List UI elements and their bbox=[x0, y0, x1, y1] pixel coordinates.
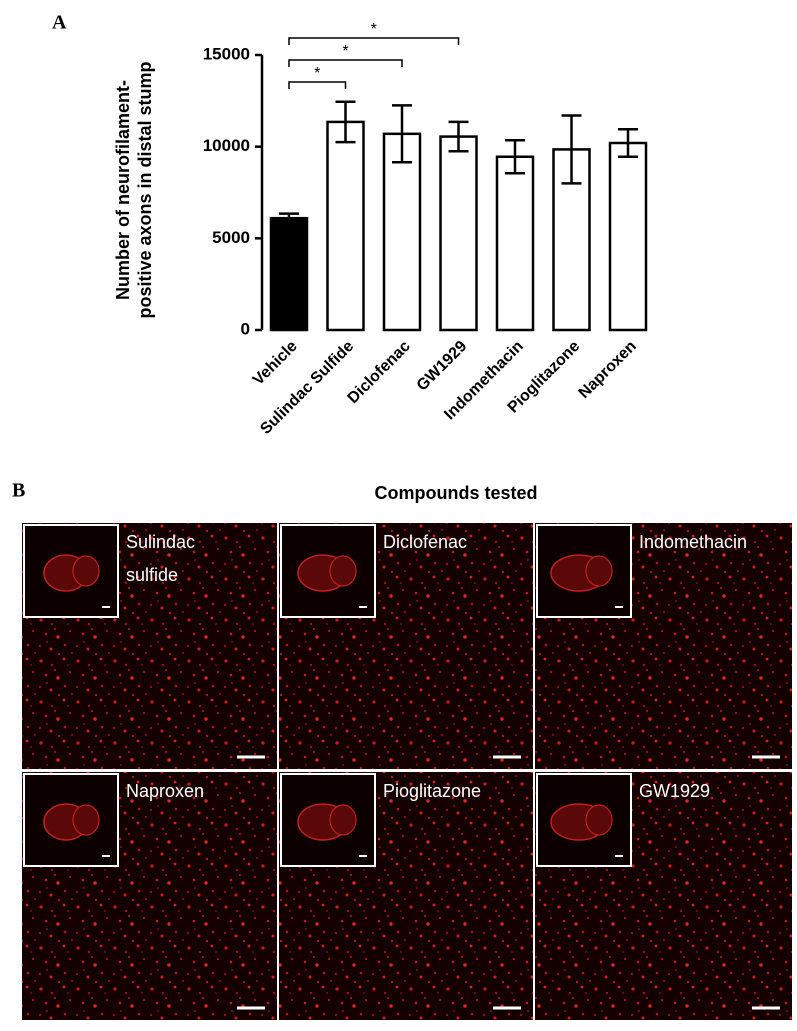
bar bbox=[382, 132, 422, 332]
image-label: Naproxen bbox=[126, 781, 204, 801]
bar bbox=[326, 120, 365, 332]
significance-bracket bbox=[288, 81, 347, 89]
bar bbox=[608, 141, 648, 332]
bar bbox=[439, 135, 478, 332]
y-tick-label: 15000 bbox=[203, 44, 250, 63]
y-tick-label: 0 bbox=[241, 319, 250, 338]
bar bbox=[269, 216, 309, 332]
image-label: GW1929 bbox=[639, 781, 710, 801]
inset-nerve bbox=[72, 555, 100, 587]
panel-title: Compounds tested bbox=[374, 483, 537, 503]
image-label: Diclofenac bbox=[383, 532, 467, 552]
x-tick-label: Sulindac Sulfide bbox=[257, 338, 357, 438]
y-axis-label: positive axons in distal stump bbox=[135, 61, 155, 318]
y-tick-label: 10000 bbox=[203, 136, 250, 155]
inset-nerve bbox=[585, 555, 613, 587]
significance-mark: * bbox=[314, 65, 320, 82]
image-label: Pioglitazone bbox=[383, 781, 481, 801]
image-label: Indomethacin bbox=[639, 532, 747, 552]
y-axis-label: Number of neurofilament- bbox=[113, 80, 133, 300]
inset-nerve bbox=[72, 804, 100, 836]
image-label: Sulindac bbox=[126, 532, 195, 552]
bar bbox=[495, 155, 535, 332]
x-tick-label: Vehicle bbox=[250, 338, 301, 389]
image-label: sulfide bbox=[126, 565, 178, 585]
inset-nerve bbox=[329, 804, 357, 836]
inset-nerve bbox=[585, 804, 613, 836]
inset-nerve bbox=[329, 555, 357, 587]
significance-mark: * bbox=[342, 43, 348, 60]
significance-bracket bbox=[288, 37, 460, 45]
panel-label: A bbox=[52, 12, 67, 34]
x-tick-label: GW1929 bbox=[414, 338, 471, 395]
significance-mark: * bbox=[371, 21, 377, 38]
x-tick-label: Naproxen bbox=[576, 338, 640, 402]
panel-label: B bbox=[12, 480, 25, 502]
y-tick-label: 5000 bbox=[212, 228, 250, 247]
significance-bracket bbox=[288, 59, 403, 67]
